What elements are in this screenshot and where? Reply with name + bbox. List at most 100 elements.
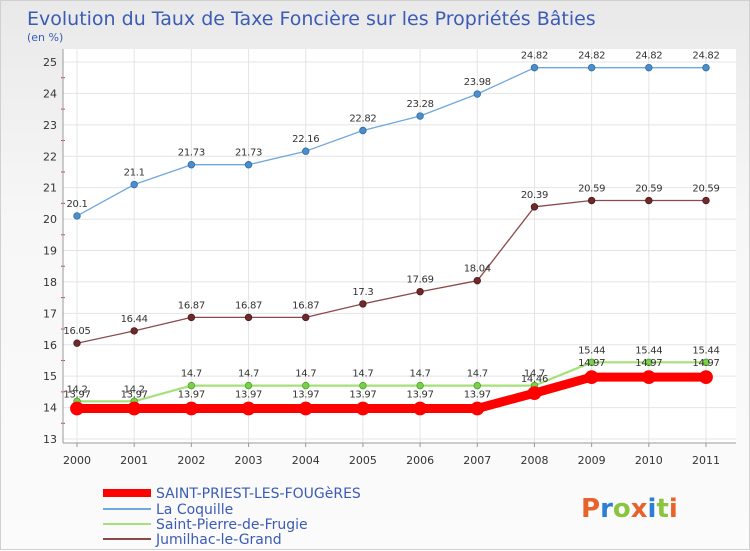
data-label: 14.97 [578,358,605,369]
y-tick-label: 22 [43,150,57,163]
y-tick-label: 24 [43,87,57,100]
data-point [584,370,599,385]
x-tick-label: 2011 [692,454,720,467]
data-point [530,203,539,211]
data-label: 14.97 [692,358,719,369]
data-point [187,161,196,169]
series-line [76,67,707,217]
data-point [702,63,710,72]
legend-label: Jumilhac-le-Grand [155,532,282,548]
y-tick-label: 13 [43,433,57,446]
data-label: 20.39 [521,190,548,201]
data-point [187,381,196,390]
data-label: 23.98 [464,77,491,88]
data-point [416,287,424,296]
data-point [127,401,142,416]
data-label: 21.73 [235,148,262,159]
data-label: 20.1 [66,199,87,210]
data-labels: 13.97 13.97 13.97 13.97 13.97 13.97 13.97 13.97… [63,51,719,401]
logo-letter: t [656,494,668,524]
data-point [244,161,253,169]
data-point [416,112,424,120]
data-label: 16.05 [63,326,90,337]
series-layer [70,63,713,416]
data-label: 24.82 [692,51,719,62]
data-point [473,276,481,285]
logo-letter: o [613,494,631,524]
data-point [473,90,481,98]
data-point [302,147,310,155]
x-tick-label: 2001 [120,454,148,467]
chart-title: Evolution du Taux de Taxe Foncière sur l… [27,8,596,30]
data-point [359,381,367,390]
legend-item-2: Saint-Pierre-de-Frugie [103,517,308,533]
data-label: 16.87 [178,300,205,311]
y-tick-label: 18 [43,276,57,289]
data-point [645,196,653,205]
data-label: 16.87 [292,300,319,311]
data-label: 20.59 [578,184,605,195]
data-label: 14.7 [181,369,202,380]
x-tick-label: 2003 [235,454,263,467]
logo-letter: i [648,494,657,524]
x-tick-label: 2010 [635,454,663,467]
data-label: 24.82 [578,51,605,62]
data-label: 20.59 [635,184,662,195]
data-label: 13.97 [349,390,376,401]
data-label: 18.04 [464,264,491,275]
data-point [130,180,138,189]
data-point [587,358,596,367]
series-1 [73,63,710,220]
data-point [587,63,596,72]
data-point [130,327,138,335]
logo-letter: P [581,494,600,524]
data-point [356,401,370,416]
plot-background [63,49,736,443]
logo-letter: x [631,494,648,524]
data-label: 14.46 [521,374,548,385]
data-point [302,313,310,322]
data-point [359,300,367,308]
data-point [298,401,313,416]
y-tick-label: 17 [43,307,57,320]
series-3 [73,196,710,347]
data-point [587,196,596,205]
data-point [184,401,199,416]
data-label: 14.7 [524,369,545,380]
data-label: 20.59 [692,184,719,195]
series-line [72,372,711,413]
data-point [70,401,84,416]
data-label: 13.97 [235,390,262,401]
legend-item-0: SAINT-PRIEST-LES-FOUGèRES [103,486,361,502]
data-label: 14.7 [410,369,431,380]
x-tick-label: 2009 [578,454,606,467]
y-tick-label: 21 [43,182,57,195]
x-tick-label: 2007 [463,454,491,467]
data-label: 14.7 [238,369,259,380]
legend-label: SAINT-PRIEST-LES-FOUGèRES [156,486,361,502]
x-tick-label: 2000 [63,454,91,467]
data-point [241,401,256,416]
data-label: 15.44 [692,345,719,356]
data-point [641,370,656,385]
data-label: 15.44 [635,345,662,356]
legend-label: La Coquille [156,502,233,518]
data-label: 14.2 [66,384,87,395]
y-tick-label: 23 [43,119,57,132]
chart-subtitle: (en %) [27,31,63,44]
data-point [359,126,367,135]
y-tick-label: 20 [43,213,57,226]
data-point [645,358,653,367]
y-tick-label: 14 [43,402,57,415]
axes: 13 14 15 16 17 18 19 20 21 22 23 24 25 2000 2001 2002 20… [43,49,736,467]
y-tick-label: 25 [43,56,57,69]
x-tick-label: 2006 [406,454,434,467]
data-point [470,401,485,416]
legend-item-1: La Coquille [103,502,233,518]
logo-text: Proxiti [581,494,678,524]
data-point [244,313,253,322]
data-label: 21.1 [124,168,145,179]
